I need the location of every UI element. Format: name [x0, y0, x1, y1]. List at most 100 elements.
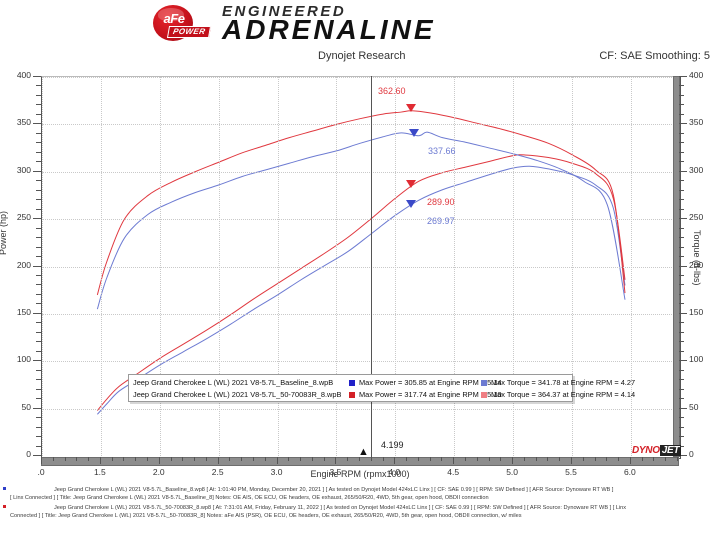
y-axis-tick: [36, 274, 41, 276]
curve-power-50-70083r: [96, 154, 626, 411]
x-axis-tick: [99, 457, 101, 464]
y2-axis-tick-label: 400: [689, 70, 704, 80]
y2-axis-tick-label: 50: [689, 401, 699, 412]
gridline-horizontal: [42, 171, 680, 173]
y2-axis-tick: [679, 265, 687, 267]
y-axis-tick: [36, 256, 41, 258]
y-axis-tick: [33, 265, 41, 267]
x-axis-tick: [488, 457, 490, 461]
gridline-horizontal: [42, 219, 680, 221]
y2-axis-tick: [679, 256, 684, 258]
afe-power-adrenaline-logo: aFe POWER ENGINEERED ADRENALINE: [150, 2, 550, 44]
y-axis-tick: [33, 170, 41, 172]
y-axis-tick: [36, 142, 41, 144]
cf-smoothing-label: CF: SAE Smoothing: 5: [599, 50, 710, 62]
adrenaline-wordmark: ADRENALINE: [222, 14, 436, 45]
y2-axis-tick-label: 100: [689, 354, 704, 365]
y-axis-tick: [36, 445, 41, 447]
y2-axis-tick: [679, 417, 684, 419]
x-axis-tick: [359, 457, 360, 461]
y2-axis-tick: [679, 369, 684, 371]
x-axis-tick-label: 4.5: [447, 467, 460, 477]
x-axis-tick: [677, 457, 678, 461]
x-axis-tick: [253, 457, 254, 461]
y2-axis-tick: [679, 180, 684, 182]
x-axis-tick: [417, 457, 419, 461]
x-axis-tick: [170, 457, 172, 461]
x-axis-tick: [535, 457, 537, 461]
callout-power-50-70083R: 289.90: [427, 197, 455, 207]
x-axis-tick: [147, 457, 148, 461]
cursor-vertical-line[interactable]: [371, 76, 372, 457]
y2-axis-tick: [679, 142, 684, 144]
gridline-vertical: [100, 77, 102, 458]
gridline-vertical: [572, 77, 573, 458]
run-color-swatch: [3, 487, 6, 490]
gridline-vertical: [159, 77, 161, 458]
y2-axis-tick-label: 0: [689, 449, 694, 459]
legend-max-power: Max Power = 317.74 at Engine RPM = 5.10: [359, 390, 502, 399]
y-axis-tick: [33, 360, 41, 362]
y-axis-tick-label: 300: [16, 164, 31, 175]
marker-torque-50-70083R: [406, 104, 416, 112]
y2-axis-tick: [679, 426, 684, 428]
x-axis-tick: [559, 457, 561, 461]
callout-power-baseline: 269.97: [427, 216, 455, 226]
legend-max-power: Max Power = 305.85 at Engine RPM = 5.14: [359, 378, 502, 387]
x-axis-title: Engine RPM (rpmx1000): [310, 469, 410, 479]
y2-axis-tick: [679, 274, 684, 276]
x-axis-tick: [123, 457, 125, 461]
y-axis-tick: [36, 293, 41, 295]
gridline-horizontal: [42, 266, 680, 268]
y-axis-tick: [36, 104, 41, 106]
curve-power-baseline: [96, 165, 626, 415]
x-axis-tick: [653, 457, 655, 461]
legend-row[interactable]: Jeep Grand Cherokee L (WL) 2021 V8-5.7L_…: [129, 388, 635, 401]
x-axis-tick: [264, 457, 266, 461]
x-axis-tick: [582, 457, 584, 461]
y-axis-tick: [36, 189, 41, 191]
x-axis-tick: [76, 457, 78, 461]
y2-axis-tick: [679, 312, 687, 314]
x-axis-tick: [182, 457, 184, 461]
y-axis-tick: [36, 284, 41, 286]
legend-row[interactable]: Jeep Grand Cherokee L (WL) 2021 V8-5.7L_…: [129, 376, 635, 389]
y2-axis-tick: [679, 76, 687, 77]
afe-brand-text: aFe: [163, 11, 185, 26]
y2-axis-tick: [679, 455, 687, 456]
y-axis-tick: [36, 208, 41, 210]
chart-legend[interactable]: Jeep Grand Cherokee L (WL) 2021 V8-5.7L_…: [128, 374, 635, 402]
y2-axis-tick: [679, 246, 684, 248]
y-axis-tick: [33, 455, 41, 456]
run-note-line: Connected ] [ Title: Jeep Grand Cherokee…: [10, 513, 522, 519]
run-notes-footer: Jeep Grand Cherokee L (WL) 2021 V8-5.7L_…: [0, 486, 720, 522]
x-axis-tick: [335, 457, 337, 464]
y-axis-tick: [36, 436, 41, 438]
y2-axis-tick: [679, 293, 684, 295]
dynojet-watermark: DYNO JET: [632, 445, 682, 456]
x-axis-tick: [547, 457, 549, 461]
y-axis-tick: [36, 303, 41, 305]
marker-power-baseline: [406, 200, 416, 208]
x-axis-tick-label: 1.5: [93, 467, 106, 477]
run-note-line: Jeep Grand Cherokee L (WL) 2021 V8-5.7L_…: [54, 487, 614, 493]
gridline-horizontal: [42, 313, 680, 315]
y2-axis-tick: [679, 303, 684, 305]
legend-max-torque: Max Torque = 364.37 at Engine RPM = 4.14: [491, 390, 636, 399]
gridline-horizontal: [42, 124, 680, 126]
x-axis-tick: [41, 457, 42, 464]
y2-axis-tick: [679, 123, 687, 125]
legend-swatch-power: [349, 380, 355, 386]
x-axis-tick: [618, 457, 620, 461]
y2-axis-tick: [679, 350, 684, 352]
callout-torque-50-70083R: 362.60: [378, 86, 406, 96]
y-axis-tick: [36, 227, 41, 229]
y-axis-tick: [36, 113, 41, 115]
y-axis-tick-label: 0: [26, 449, 31, 459]
y-axis-tick: [36, 199, 41, 201]
y-axis-tick-label: 350: [16, 117, 31, 128]
engineered-wordmark: ENGINEERED: [222, 3, 347, 20]
y2-axis-title: Torque (ft-lbs): [692, 230, 702, 286]
dynojet-research-label: Dynojet Research: [318, 50, 406, 62]
dynojet-dyno-text: DYNO: [632, 445, 660, 456]
